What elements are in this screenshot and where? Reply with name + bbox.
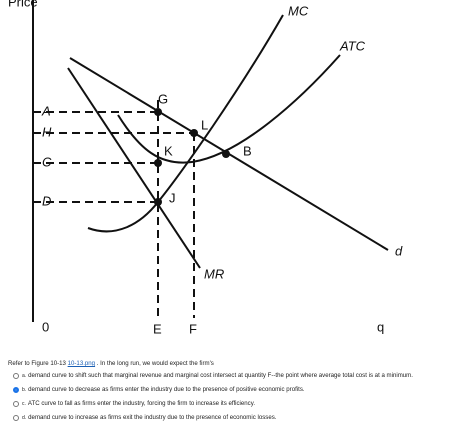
question-text: . In the long run, we would expect the f… xyxy=(96,360,214,367)
option[interactable]: a. demand curve to shift such that margin… xyxy=(13,372,413,379)
figure-link[interactable]: 10-13.png xyxy=(67,360,96,367)
point xyxy=(154,159,162,167)
option-text: demand curve to shift such that marginal… xyxy=(28,372,413,379)
option-letter: c. xyxy=(22,400,26,407)
mr-curve xyxy=(67,67,201,269)
point-label: L xyxy=(201,117,208,132)
price-label: H xyxy=(42,124,52,139)
option-letter: a. xyxy=(22,372,27,379)
quantity-label: E xyxy=(153,321,162,336)
price-label: C xyxy=(42,154,52,169)
option-text: demand curve to decrease as firms enter … xyxy=(28,386,305,393)
point xyxy=(154,198,162,206)
option-text: demand curve to increase as firms exit t… xyxy=(28,414,277,421)
price-label: D xyxy=(42,193,51,208)
curve-label: d xyxy=(395,243,403,258)
point xyxy=(190,129,198,137)
curve-label: ATC xyxy=(339,38,366,53)
mc-curve xyxy=(87,14,284,233)
option[interactable]: c. ATC curve to fall as firms enter the i… xyxy=(13,400,255,407)
atc-curve xyxy=(117,54,341,164)
option[interactable]: b. demand curve to decrease as firms ente… xyxy=(13,386,305,393)
radio[interactable] xyxy=(13,386,19,393)
point-label: J xyxy=(169,190,176,205)
price-label: A xyxy=(41,103,51,118)
radio[interactable] xyxy=(13,400,19,407)
y-axis-label: Price xyxy=(8,0,38,9)
option-text: ATC curve to fall as firms enter the ind… xyxy=(27,400,256,407)
x-axis-label: q xyxy=(377,319,384,334)
point-label: G xyxy=(158,91,168,106)
question-text: Refer to Figure 10-13 xyxy=(8,360,66,367)
option-letter: d. xyxy=(22,414,27,421)
point xyxy=(154,108,162,116)
origin-label: 0 xyxy=(42,319,49,334)
point xyxy=(222,150,230,158)
option[interactable]: d. demand curve to increase as firms exit… xyxy=(13,414,276,421)
curve-label: MR xyxy=(204,266,224,281)
option-letter: b. xyxy=(22,386,27,393)
radio[interactable] xyxy=(13,414,19,421)
question: Refer to Figure 10-13 10-13.png . In the… xyxy=(8,360,214,367)
curve-label: MC xyxy=(288,3,309,18)
point-label: B xyxy=(243,143,252,158)
figure: Price 0 q A H C D E F MC ATC d MR G L K … xyxy=(8,0,403,336)
point-label: K xyxy=(164,143,173,158)
quantity-label: F xyxy=(189,321,197,336)
radio[interactable] xyxy=(13,372,19,379)
